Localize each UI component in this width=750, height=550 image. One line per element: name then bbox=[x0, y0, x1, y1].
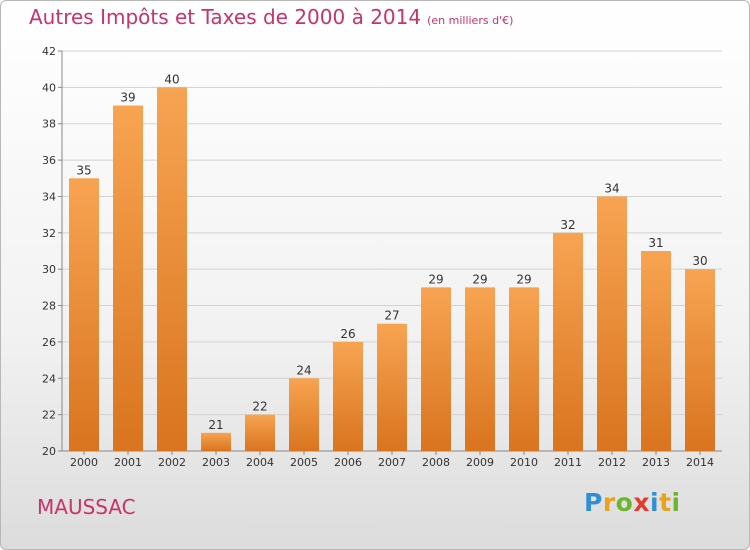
y-tick-label: 42 bbox=[42, 45, 56, 58]
bars bbox=[69, 87, 715, 452]
bar-2007 bbox=[377, 323, 407, 451]
x-tick-label-2012: 2012 bbox=[598, 456, 626, 469]
data-label-2010: 29 bbox=[516, 272, 531, 286]
title-unit: (en milliers d'€) bbox=[427, 14, 514, 27]
x-tick-label-2013: 2013 bbox=[642, 456, 670, 469]
data-label-2003: 21 bbox=[208, 418, 223, 432]
logo-letter: t bbox=[659, 488, 672, 517]
y-tick-label: 20 bbox=[42, 445, 56, 458]
bar-2005 bbox=[289, 378, 319, 451]
y-tick-label: 24 bbox=[42, 372, 56, 385]
data-label-2013: 31 bbox=[648, 236, 663, 250]
bar-2013 bbox=[641, 251, 671, 451]
bar-2001 bbox=[113, 105, 143, 451]
x-tick-label-2004: 2004 bbox=[246, 456, 274, 469]
data-label-2002: 40 bbox=[164, 72, 179, 86]
x-tick-label-2008: 2008 bbox=[422, 456, 450, 469]
y-tick-label: 22 bbox=[42, 409, 56, 422]
x-tick-label-2011: 2011 bbox=[554, 456, 582, 469]
logo-letter: o bbox=[615, 488, 634, 517]
x-tick-label-2003: 2003 bbox=[202, 456, 230, 469]
y-tick-label: 34 bbox=[42, 190, 56, 203]
logo-letter: i bbox=[671, 488, 681, 517]
title-main: Autres Impôts et Taxes de 2000 à 2014 bbox=[29, 5, 422, 29]
data-label-2014: 30 bbox=[692, 254, 707, 268]
x-tick-label-2010: 2010 bbox=[510, 456, 538, 469]
data-label-2006: 26 bbox=[340, 327, 355, 341]
bar-2003 bbox=[201, 432, 231, 451]
y-tick-label: 32 bbox=[42, 227, 56, 240]
data-label-2011: 32 bbox=[560, 218, 575, 232]
y-tick-label: 26 bbox=[42, 336, 56, 349]
logo-letter: r bbox=[602, 488, 616, 517]
x-tick-labels: 2000 2001 2002 2003 2004 2005 2006 2007 2008 2009… bbox=[70, 456, 714, 469]
bar-2009 bbox=[465, 287, 495, 451]
x-tick-label-2009: 2009 bbox=[466, 456, 494, 469]
y-tick-label: 40 bbox=[42, 81, 56, 94]
bar-2004 bbox=[245, 414, 275, 451]
y-tick-label: 28 bbox=[42, 300, 56, 313]
data-label-2009: 29 bbox=[472, 272, 487, 286]
data-label-2001: 39 bbox=[120, 91, 135, 105]
bar-2006 bbox=[333, 341, 363, 451]
bar-2011 bbox=[553, 232, 583, 451]
y-tick-label: 38 bbox=[42, 118, 56, 131]
data-label-2012: 34 bbox=[604, 181, 619, 195]
bar-2014 bbox=[685, 269, 715, 451]
data-labels: 35 39 40 21 22 24 26 27 29 29 29 32 34 31 30 bbox=[76, 72, 707, 431]
chart-title: Autres Impôts et Taxes de 2000 à 2014 (en… bbox=[29, 5, 513, 29]
logo-letter: x bbox=[633, 488, 650, 517]
y-tick-labels: 20 22 24 26 28 30 32 34 36 38 40 42 bbox=[42, 45, 56, 458]
bar-2008 bbox=[421, 287, 451, 451]
data-label-2007: 27 bbox=[384, 309, 399, 323]
y-tick-label: 30 bbox=[42, 263, 56, 276]
logo-letter: i bbox=[650, 488, 660, 517]
x-tick-label-2001: 2001 bbox=[114, 456, 142, 469]
bar-2010 bbox=[509, 287, 539, 451]
x-tick-label-2005: 2005 bbox=[290, 456, 318, 469]
data-label-2005: 24 bbox=[296, 363, 311, 377]
x-tick-label-2002: 2002 bbox=[158, 456, 186, 469]
data-label-2004: 22 bbox=[252, 400, 267, 414]
bar-2012 bbox=[597, 196, 627, 451]
data-label-2000: 35 bbox=[76, 163, 91, 177]
x-tick-label-2007: 2007 bbox=[378, 456, 406, 469]
data-label-2008: 29 bbox=[428, 272, 443, 286]
x-tick-label-2000: 2000 bbox=[70, 456, 98, 469]
x-tick-label-2014: 2014 bbox=[686, 456, 714, 469]
x-tick-label-2006: 2006 bbox=[334, 456, 362, 469]
place-name: MAUSSAC bbox=[37, 495, 136, 519]
logo-letter: P bbox=[584, 488, 603, 517]
bar-2000 bbox=[69, 178, 99, 452]
proxiti-logo: Proxiti bbox=[584, 488, 681, 517]
y-tick-label: 36 bbox=[42, 154, 56, 167]
bar-2002 bbox=[157, 87, 187, 451]
